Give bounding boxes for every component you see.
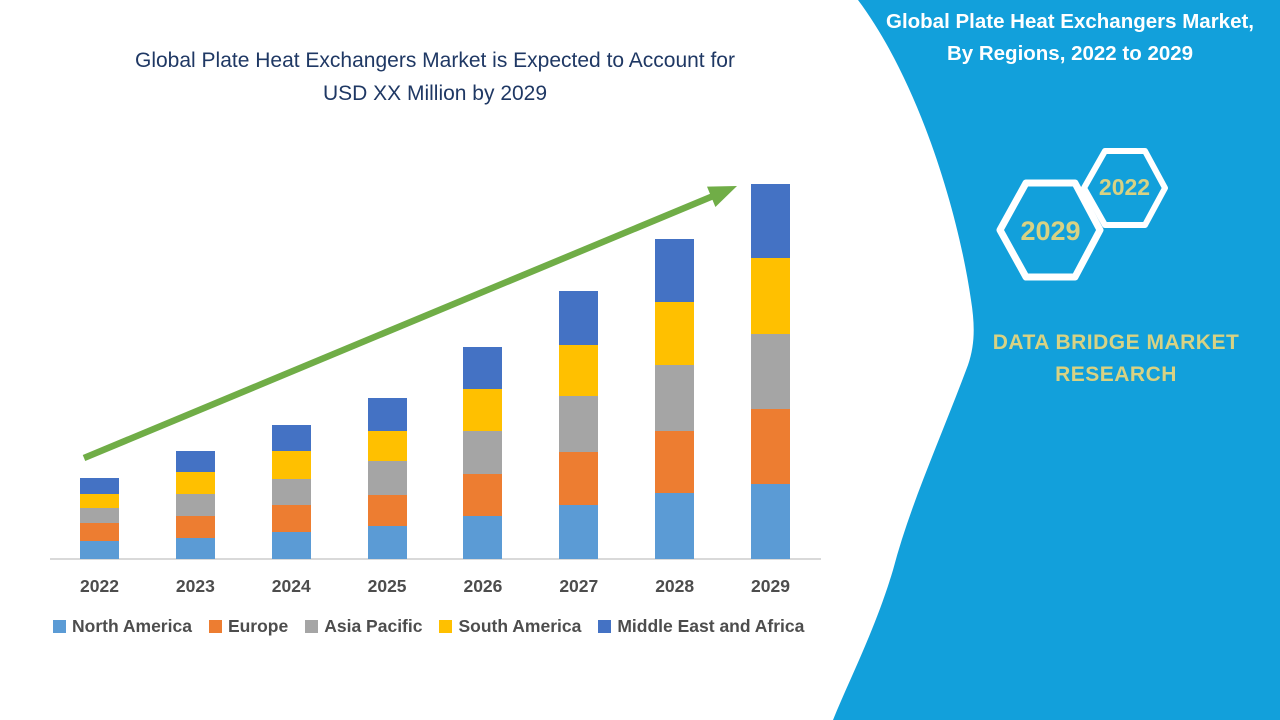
bar-2029 [751, 184, 791, 559]
legend-item-asia-pacific: Asia Pacific [305, 616, 422, 637]
legend-swatch-north-america [53, 620, 66, 633]
bar-segment-2028-asia-pacific [655, 365, 695, 431]
bar-segment-2027-middle-east-and-africa [559, 291, 599, 345]
bar-segment-2025-middle-east-and-africa [367, 398, 407, 431]
legend-label-asia-pacific: Asia Pacific [324, 616, 423, 636]
hexagon-label-2022: 2022 [1098, 174, 1151, 200]
legend-label-north-america: North America [72, 616, 192, 636]
hexagon-label-2029: 2029 [1020, 216, 1081, 246]
legend-item-europe: Europe [208, 616, 289, 637]
bar-2028 [655, 239, 695, 559]
bar-2025 [367, 398, 407, 559]
legend-item-middle-east-and-africa: Middle East and Africa [598, 616, 804, 637]
bar-segment-2022-middle-east-and-africa [80, 478, 119, 494]
legend-label-south-america: South America [458, 616, 582, 636]
legend-swatch-middle-east-and-africa [598, 620, 612, 633]
bar-segment-2027-asia-pacific [559, 396, 599, 452]
bar-segment-2024-north-america [271, 532, 311, 559]
sidebar-title-line-1: Global Plate Heat Exchangers Market, [886, 10, 1254, 33]
bar-segment-2028-middle-east-and-africa [655, 239, 695, 302]
legend-label-europe: Europe [227, 616, 289, 636]
bar-segment-2028-south-america [655, 302, 695, 365]
x-axis-label-2028: 2028 [655, 576, 695, 596]
bar-segment-2023-south-america [175, 472, 215, 494]
bar-segment-2028-europe [655, 431, 695, 493]
bar-segment-2029-middle-east-and-africa [751, 184, 791, 258]
bar-segment-2027-north-america [559, 505, 599, 559]
bar-2023 [175, 451, 215, 559]
legend-item-north-america: North America [53, 616, 192, 637]
bar-segment-2026-middle-east-and-africa [463, 347, 503, 389]
bar-segment-2027-europe [559, 452, 599, 505]
bar-segment-2025-europe [367, 495, 407, 526]
bar-segment-2022-europe [80, 523, 119, 541]
chart-title-line-2: USD XX Million by 2029 [322, 82, 548, 105]
bar-segment-2025-asia-pacific [367, 461, 407, 495]
bar-segment-2022-asia-pacific [80, 508, 119, 523]
x-axis-label-2023: 2023 [175, 576, 215, 596]
legend-item-south-america: South America [439, 616, 581, 637]
bar-2027 [559, 291, 599, 559]
bar-segment-2029-north-america [751, 484, 791, 559]
legend-swatch-europe [208, 620, 222, 633]
brand-text: DATA BRIDGE MARKET RESEARCH [955, 327, 1277, 391]
bar-segment-2026-north-america [463, 516, 503, 559]
x-axis-line [50, 558, 821, 560]
bar-segment-2026-south-america [463, 389, 503, 431]
sidebar-title: Global Plate Heat Exchangers Market, By … [860, 6, 1280, 70]
bar-segment-2029-europe [751, 409, 791, 484]
bar-segment-2026-asia-pacific [463, 431, 503, 474]
bar-segment-2025-south-america [367, 431, 407, 461]
bar-segment-2024-asia-pacific [271, 479, 311, 505]
bar-segment-2024-europe [271, 505, 311, 532]
bar-segment-2029-asia-pacific [751, 334, 791, 409]
chart-title-line-1: Global Plate Heat Exchangers Market is E… [135, 49, 735, 72]
legend-swatch-south-america [439, 620, 453, 633]
x-axis-label-2022: 2022 [80, 576, 119, 596]
bar-segment-2029-south-america [751, 258, 791, 334]
legend-swatch-asia-pacific [305, 620, 319, 633]
x-axis-label-2027: 2027 [559, 576, 599, 596]
brand-line-1: DATA BRIDGE MARKET [992, 331, 1240, 354]
bar-segment-2023-north-america [175, 538, 215, 559]
bar-segment-2028-north-america [655, 493, 695, 559]
bar-2022 [80, 478, 119, 559]
x-axis-label-2025: 2025 [367, 576, 407, 596]
bar-segment-2023-middle-east-and-africa [175, 451, 215, 472]
bar-segment-2024-middle-east-and-africa [271, 425, 311, 451]
bar-segment-2023-europe [175, 516, 215, 538]
bar-segment-2026-europe [463, 474, 503, 516]
bar-segment-2025-north-america [367, 526, 407, 559]
bar-segment-2023-asia-pacific [175, 494, 215, 516]
legend-label-middle-east-and-africa: Middle East and Africa [617, 616, 805, 636]
x-axis-label-2029: 2029 [751, 576, 790, 596]
brand-line-2: RESEARCH [1055, 363, 1177, 386]
sidebar-title-line-2: By Regions, 2022 to 2029 [946, 42, 1194, 65]
chart-legend: North America Europe Asia Pacific South Ame… [53, 616, 804, 637]
chart-title: Global Plate Heat Exchangers Market is E… [40, 44, 830, 110]
bar-segment-2024-south-america [271, 451, 311, 479]
bar-2024 [271, 425, 311, 559]
x-axis-label-2024: 2024 [271, 576, 311, 596]
x-axis-label-2026: 2026 [463, 576, 503, 596]
bar-segment-2022-north-america [80, 541, 119, 559]
bar-segment-2022-south-america [80, 494, 119, 508]
bar-segment-2027-south-america [559, 345, 599, 396]
bar-2026 [463, 347, 503, 559]
